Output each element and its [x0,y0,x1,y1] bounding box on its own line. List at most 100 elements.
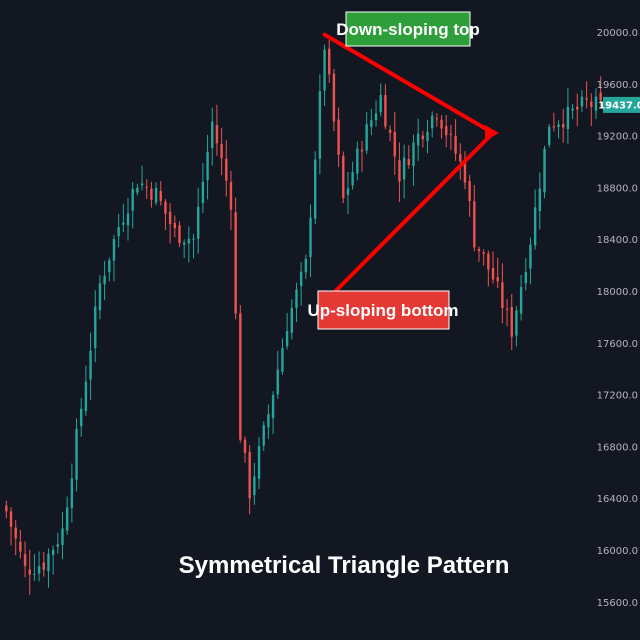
candle-body [393,131,396,157]
candle-body [571,108,574,111]
bottom-label-text: Up-sloping bottom [307,301,458,320]
candle-body [89,350,92,380]
candle-body [566,106,570,130]
y-tick-label: 16400.0 [597,494,638,505]
candle-body [173,222,177,229]
candle-body [599,92,602,101]
candle-body [384,95,387,127]
candle-body [590,101,593,107]
candle-body [253,476,256,496]
candles [5,40,602,595]
candle-body [94,306,97,348]
candle-body [440,119,443,129]
last-price-badge-text: 19437.0 [598,100,640,111]
candle-body [136,187,139,193]
candle-body [65,507,69,531]
candle-body [164,201,167,214]
candle-body [309,217,312,258]
candle-body [557,124,560,127]
candle-body [70,478,74,509]
bottom-label-box [317,290,450,330]
bottom-label: Up-sloping bottom [307,290,459,330]
candle-body [295,289,298,309]
candle-body [510,306,513,337]
candle-body [37,566,41,574]
candle-body [126,213,130,226]
candle-body [547,126,551,145]
y-tick-label: 18800.0 [597,183,638,194]
price-axis: 15600.0 16000.0 16400.0 16800.0 17200.0 17600… [597,28,638,609]
candle-body [197,206,200,239]
candle-body [257,446,261,479]
candle-body [501,282,504,309]
candle-body [426,131,429,142]
bottom-trend-line [327,131,496,300]
candle-body [19,541,22,552]
candle-body [271,394,275,419]
candle-body [576,106,579,110]
candle-body [388,129,392,134]
candle-body [416,133,420,146]
candle-body [117,227,120,237]
candle-body [491,267,495,280]
candle-body [463,161,467,183]
candle-body [337,119,340,155]
y-tick-label: 17600.0 [597,339,638,350]
candle-body [290,308,294,333]
candle-body [168,211,172,225]
candle-body [538,188,542,212]
candle-body [332,73,336,122]
candle-body [318,91,322,159]
candle-body [562,124,565,128]
candle-body [519,287,523,314]
candle-body [529,244,532,269]
candle-body [285,331,289,347]
candle-body [524,272,527,284]
top-label-box [345,11,471,47]
candle-body [262,425,265,446]
top-trend-line [322,32,496,136]
candle-body [42,562,45,570]
candle-body [51,549,55,556]
candle-body [182,242,186,245]
candle-body [145,186,148,188]
y-tick-label: 16800.0 [597,442,638,453]
candle-body [374,113,378,121]
candle-body [108,260,111,273]
candle-body [445,126,448,136]
candle-body [159,191,162,202]
candle-body [421,135,425,140]
candle-body [75,428,78,480]
apex-arrow-icon [485,125,500,142]
candle-body [211,121,214,149]
candle-body [299,271,303,286]
candle-body [154,187,158,203]
y-tick-label: 17200.0 [597,391,638,402]
y-tick-label: 19200.0 [597,132,638,143]
candle-body [33,574,36,576]
candle-body [103,275,106,285]
candle-body [580,96,584,107]
candle-body [61,528,64,545]
candle-body [150,188,153,200]
candle-body [229,181,233,210]
candle-body [178,225,181,244]
candle-body [239,313,242,440]
candle-body [304,258,308,273]
candle-body [342,155,345,199]
candle-body [412,142,415,166]
candle-body [533,207,537,246]
candle-body [487,253,490,270]
candle-body [454,135,457,154]
candle-body [351,172,354,186]
candle-body [47,553,50,572]
candle-body [5,505,8,512]
candle-body [215,125,219,144]
candle-body [122,222,125,225]
candle-body [543,148,546,193]
candle-body [552,126,556,128]
candle-body [9,511,13,527]
candle-body [505,308,509,310]
candle-body [356,148,359,174]
candle-body [112,239,116,261]
